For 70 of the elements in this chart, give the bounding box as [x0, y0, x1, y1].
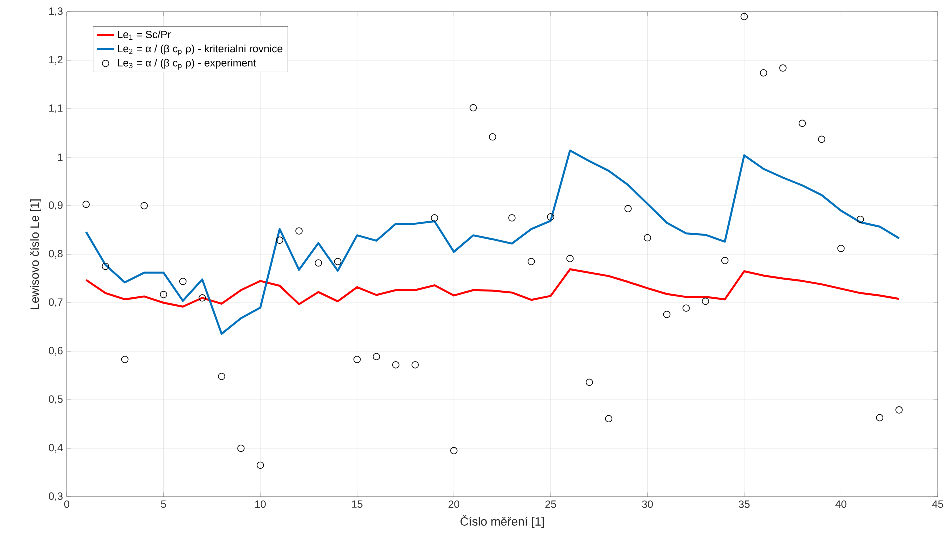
point	[876, 414, 884, 422]
point	[740, 13, 748, 20]
point	[702, 298, 710, 306]
y-tick-label: 1,3	[50, 8, 63, 16]
point	[586, 378, 594, 386]
point	[721, 257, 729, 264]
x-tick-label: 45	[932, 500, 944, 508]
point	[121, 356, 129, 364]
point	[373, 353, 380, 360]
point	[489, 133, 496, 141]
point	[412, 361, 420, 369]
point	[102, 262, 110, 270]
point	[760, 69, 768, 77]
y-axis-title: Lewisovo číslo Le [1]	[30, 200, 42, 310]
point	[218, 373, 226, 380]
x-axis-title: Číslo měření [1]	[460, 515, 544, 528]
x-tick-label: 10	[256, 500, 266, 508]
y-tick-label: 0,4	[49, 444, 63, 453]
point	[160, 291, 168, 298]
point	[798, 120, 806, 128]
y-tick-label: 0,5	[49, 396, 63, 404]
point	[392, 361, 400, 369]
point	[566, 255, 574, 262]
point	[238, 444, 245, 452]
point	[818, 136, 826, 144]
point	[431, 214, 438, 222]
legend-label: Le$_{1}$ = Sc/Pr	[118, 30, 172, 40]
point	[896, 406, 903, 414]
point	[296, 228, 303, 235]
point	[838, 245, 845, 252]
x-tick-label: 35	[739, 500, 750, 508]
point	[334, 258, 342, 266]
point	[780, 64, 787, 72]
legend-label: Le$_{2}$ = α / (β c$_{p}$ ρ) - kriterialni rovnice	[118, 44, 283, 56]
point	[276, 236, 284, 244]
point	[663, 311, 671, 318]
x-tick-label: 25	[546, 500, 556, 508]
y-tick-label: 0,9	[49, 202, 63, 210]
point	[354, 356, 361, 364]
point	[508, 214, 516, 222]
point	[140, 202, 148, 210]
point	[450, 447, 458, 455]
x-tick-label: 30	[642, 500, 654, 508]
point	[198, 294, 206, 302]
x-tick-label: 15	[352, 500, 363, 508]
y-tick-label: 0,7	[49, 298, 63, 308]
point	[528, 258, 536, 266]
point	[624, 205, 632, 213]
point	[180, 278, 187, 286]
point	[856, 216, 864, 224]
point	[82, 200, 90, 208]
x-tick-label: 40	[836, 500, 847, 508]
point	[314, 260, 322, 267]
y-tick-label: 1,2	[50, 56, 63, 65]
x-tick-label: 5	[161, 500, 166, 508]
point	[547, 214, 555, 221]
point	[644, 234, 652, 242]
x-tick-label: 20	[448, 500, 460, 508]
y-tick-label: 1,1	[50, 104, 63, 114]
point	[256, 462, 264, 470]
point	[682, 304, 690, 312]
y-tick-label: 1	[58, 154, 63, 162]
point	[470, 104, 478, 112]
legend-label: Le$_{3}$ = α / (β c$_{p}$ ρ) - experiment	[118, 59, 256, 70]
y-tick-label: 0,3	[49, 492, 63, 502]
line-series	[85, 150, 900, 336]
x-tick-label: 0	[64, 500, 70, 508]
y-tick-label: 0,6	[49, 347, 63, 356]
y-tick-label: 0,8	[49, 250, 63, 259]
point	[605, 415, 613, 423]
